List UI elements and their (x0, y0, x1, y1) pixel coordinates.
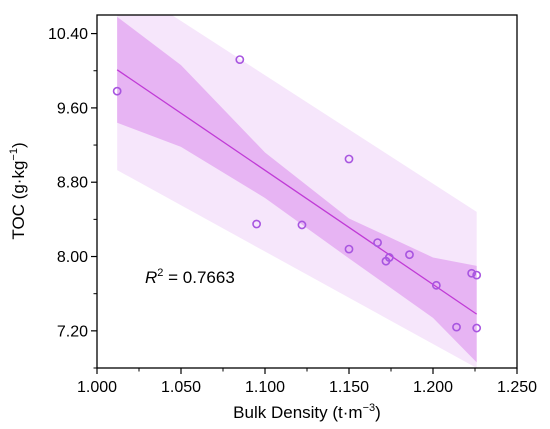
data-point (235, 55, 245, 64)
data-point (405, 250, 414, 260)
data-point (431, 280, 441, 290)
data-point (384, 253, 394, 262)
data-point (297, 220, 307, 230)
confidence-band (117, 16, 477, 363)
regression-line (116, 69, 478, 315)
data-point (252, 219, 261, 229)
x-tick-label: 1.100 (245, 379, 285, 396)
data-point (467, 268, 477, 278)
x-axis: 1.000 1.050 1.100 1.150 1.200 1.250 (77, 368, 537, 396)
y-tick-label: 10.40 (48, 26, 88, 43)
y-tick-label: 9.60 (57, 100, 88, 117)
y-tick-label: 8.80 (57, 175, 88, 192)
x-tick-label: 1.000 (77, 379, 117, 396)
data-point (472, 270, 482, 280)
data-point (344, 244, 354, 254)
data-point (112, 86, 122, 96)
x-tick-label: 1.050 (161, 379, 201, 396)
x-tick-label: 1.150 (329, 379, 369, 396)
data-points (112, 55, 482, 333)
y-axis-title: TOC (g·kg−1) (8, 142, 28, 239)
data-point (373, 238, 382, 247)
y-tick-label: 8.00 (57, 249, 88, 266)
x-tick-label: 1.200 (413, 379, 453, 396)
x-axis-title: Bulk Density (t·m−3) (233, 402, 381, 422)
y-tick-label: 7.20 (57, 323, 88, 340)
data-point (472, 323, 482, 333)
y-axis: 7.20 8.00 8.80 9.60 10.40 (48, 26, 97, 369)
x-tick-label: 1.250 (497, 379, 537, 396)
r-squared-annotation: R2 = 0.7663 (145, 267, 235, 287)
data-point (452, 322, 461, 332)
data-point (344, 154, 354, 164)
